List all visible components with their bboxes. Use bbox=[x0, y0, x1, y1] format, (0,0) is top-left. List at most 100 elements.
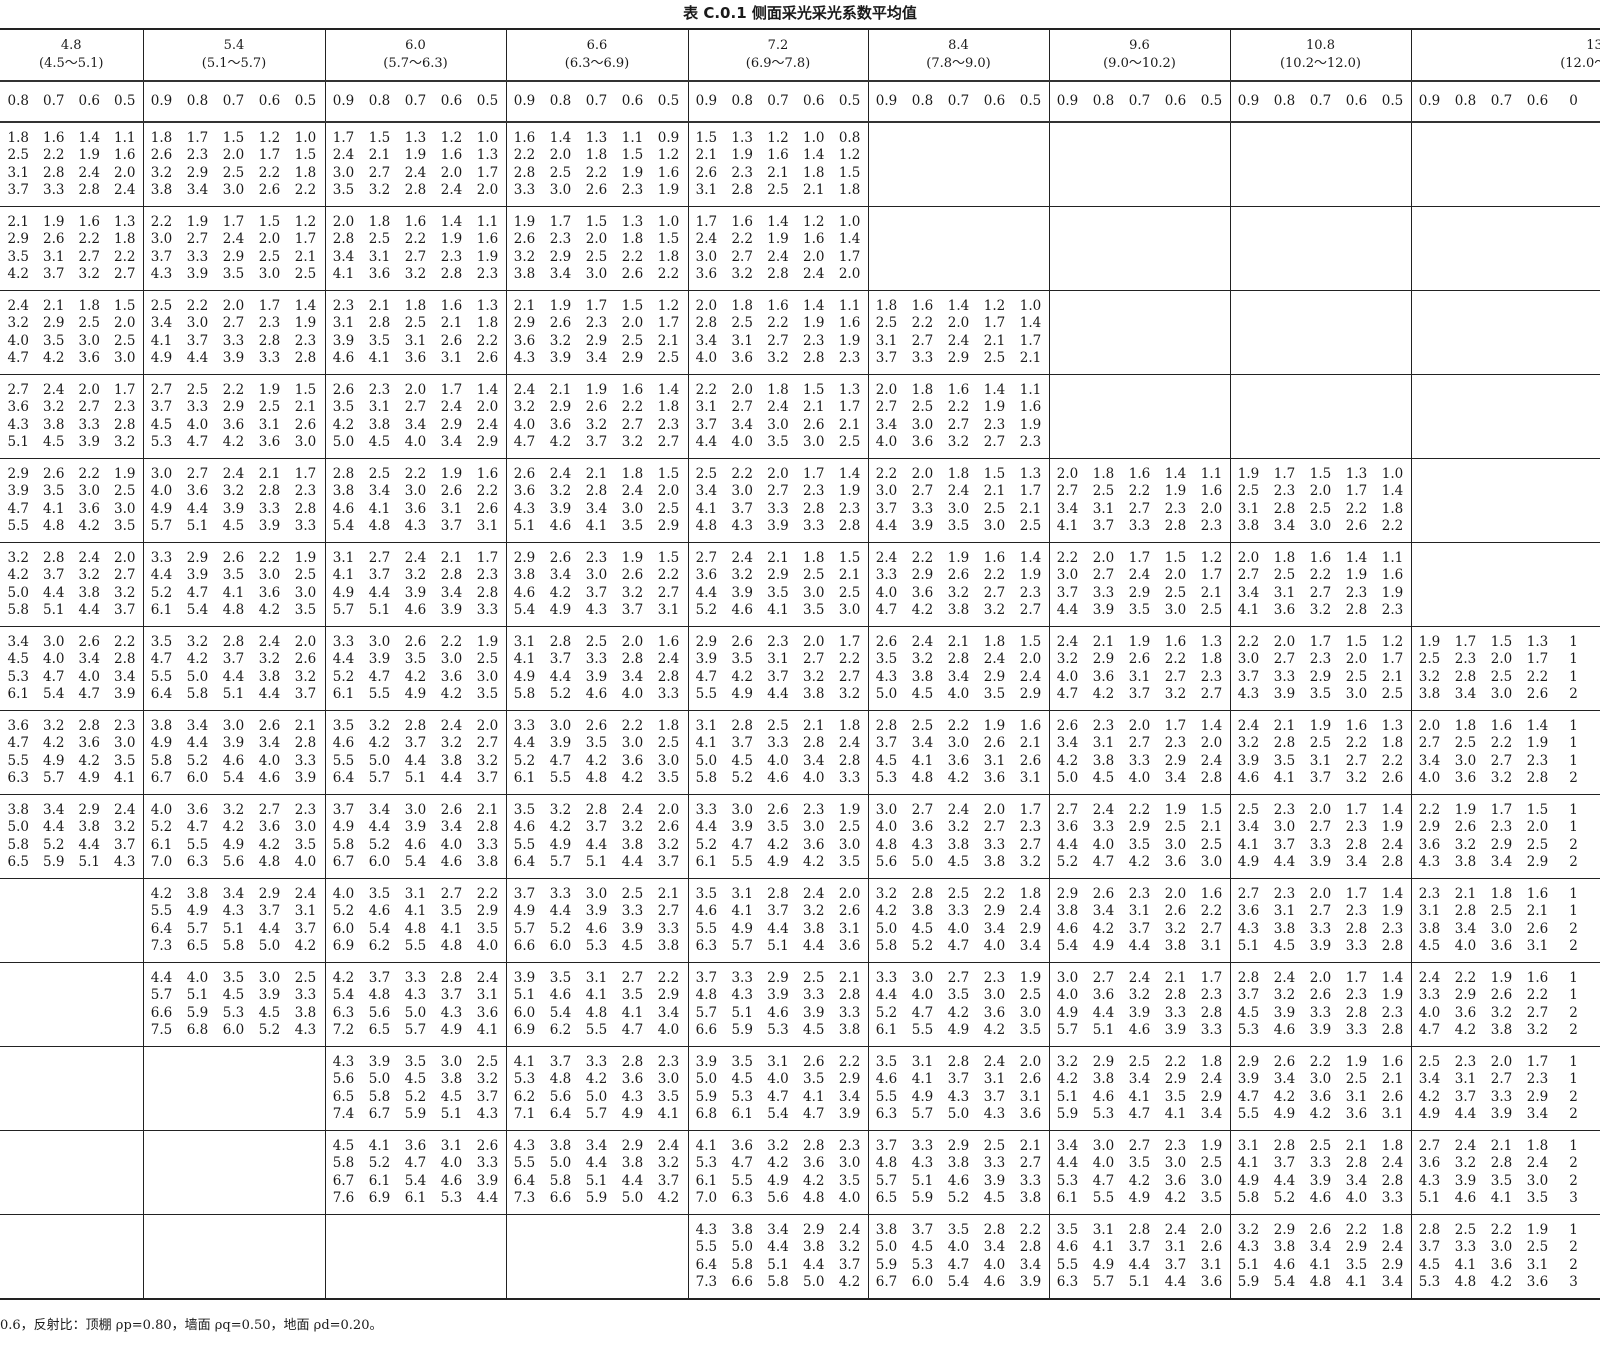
data-line: 4.4 4.0 3.5 3.0 2.5 bbox=[1050, 837, 1230, 855]
group-header-cell: 6.6 (6.3～6.9) bbox=[505, 28, 688, 82]
cell-value: 3.2 bbox=[803, 668, 825, 685]
data-cell: 4.2 3.8 3.4 2.9 2.4 5.5 4.9 4.3 3.7 3.1 6.4 5.7 5.1 4… bbox=[142, 878, 325, 963]
cell-value: 2.3 bbox=[1164, 1137, 1187, 1154]
data-cell: 3.7 3.3 3.0 2.5 2.1 4.9 4.4 3.9 3.3 2.7 5.7 5.2 4.6 3… bbox=[505, 878, 688, 963]
cell-value: 3.9 bbox=[1237, 1071, 1260, 1087]
cell-value: 4.0 bbox=[911, 987, 934, 1003]
data-cell: 2.5 2.3 2.0 1.7 1 3.4 3.1 2.7 2.3 1 4.2 3.7 3.3 2.9 2 4… bbox=[1410, 1046, 1600, 1131]
cell-value: 4.4 bbox=[1056, 1155, 1079, 1171]
cell-value: 3.2 bbox=[78, 266, 100, 282]
cell-value: 2.0 bbox=[1526, 819, 1549, 835]
cell-value: 2.4 bbox=[838, 735, 861, 751]
cell-value: 3.4 bbox=[1200, 1106, 1223, 1122]
cell-value: 2 bbox=[1569, 1106, 1578, 1122]
data-line: 4.1 3.7 3.2 2.8 2.3 bbox=[326, 567, 506, 585]
cell-value: 3.4 bbox=[1056, 500, 1079, 517]
cell-value: 2.3 bbox=[1019, 584, 1042, 601]
cell-value: 3.6 bbox=[1092, 668, 1115, 685]
cell-value: 3.4 bbox=[7, 633, 29, 650]
data-cell: 4.1 3.6 3.2 2.8 2.3 5.3 4.7 4.2 3.6 3.0 6.1 5.5 4.9 4… bbox=[687, 1130, 868, 1215]
data-line: 2.2 2.0 1.7 1.5 1.2 bbox=[1050, 550, 1230, 568]
cell-value: 3.0 bbox=[983, 518, 1006, 534]
cell-value: 4.1 bbox=[731, 903, 753, 919]
cell-value: 2.9 bbox=[1092, 1053, 1115, 1070]
cell-value: 6.0 bbox=[186, 770, 209, 786]
cell-value: 3.1 bbox=[258, 416, 281, 433]
cell-value: 2.2 bbox=[1128, 483, 1151, 499]
cell-value: 4.1 bbox=[911, 1071, 934, 1087]
cell-value: 5.2 bbox=[43, 836, 65, 853]
data-line: 6.9 6.2 5.5 4.8 4.0 bbox=[326, 938, 506, 956]
cell-value: 6.4 bbox=[150, 920, 173, 937]
cell-value: 4.4 bbox=[513, 735, 536, 751]
cell-value: 1.6 bbox=[1164, 633, 1187, 650]
cell-value: 3.0 bbox=[803, 819, 825, 835]
cell-value: 5.3 bbox=[1237, 1022, 1260, 1038]
cell-value: 3.2 bbox=[1309, 602, 1332, 618]
cell-value: 5.5 bbox=[1056, 1256, 1079, 1273]
cell-value: 4.9 bbox=[621, 1106, 644, 1122]
table-row-block: 4.3 3.9 3.5 3.0 2.5 5.6 5.0 4.5 3.8 3.2 6.5 5.8 5.2 4… bbox=[0, 1046, 1600, 1131]
data-line: 3.3 3.0 2.6 2.3 1.9 bbox=[689, 802, 868, 820]
cell-value: 5.2 bbox=[911, 938, 934, 954]
cell-value: 3.2 bbox=[1237, 735, 1260, 751]
data-line: 4.5 4.0 3.4 2.8 bbox=[0, 651, 143, 669]
cell-value: 4.4 bbox=[43, 584, 65, 601]
cell-value: 4.6 bbox=[767, 1004, 789, 1021]
cell-value: 2.9 bbox=[78, 801, 100, 818]
cell-value: 4.1 bbox=[695, 500, 718, 517]
cell-value: 4.5 bbox=[332, 1137, 355, 1154]
data-cell: 2.8 2.5 2.2 1.9 1.6 3.7 3.4 3.0 2.6 2.1 4.5 4.1 3.6 3… bbox=[867, 710, 1049, 795]
cell-value: 2.3 bbox=[803, 483, 825, 499]
cell-value: 2.0 bbox=[404, 381, 427, 398]
cell-value: 3.6 bbox=[1092, 987, 1115, 1003]
cell-value: 3.5 bbox=[1345, 1256, 1368, 1273]
cell-value: 2.6 bbox=[1526, 920, 1549, 937]
cell-value: 3.9 bbox=[368, 1053, 391, 1070]
cell-value: 3.0 bbox=[150, 465, 173, 482]
cell-value: 3.2 bbox=[767, 350, 789, 366]
cell-value: 4.6 bbox=[1056, 1239, 1079, 1255]
cell-value: 1.6 bbox=[838, 315, 861, 331]
cell-value: 3.0 bbox=[621, 500, 644, 517]
data-line: 3.8 3.4 2.9 2.4 bbox=[0, 802, 143, 820]
data-line: 6.3 5.7 4.9 4.1 bbox=[0, 770, 143, 788]
cell-value: 4.0 bbox=[186, 416, 209, 433]
cell-value: 5.2 bbox=[368, 836, 391, 853]
cell-value: 3.8 bbox=[440, 1071, 463, 1087]
cell-value: 2.7 bbox=[1309, 584, 1332, 601]
cell-value: 2.1 bbox=[1381, 1071, 1404, 1087]
cell-value: 2.3 bbox=[838, 500, 861, 517]
sub-header-cell: 0.9 0.8 0.7 0.6 0.5 bbox=[687, 81, 868, 123]
data-line: 1.7 1.6 1.4 1.2 1.0 bbox=[689, 214, 868, 232]
cell-value: 1.9 bbox=[1490, 969, 1513, 986]
cell-value: 4.3 bbox=[911, 1155, 934, 1171]
cell-value: 2.3 bbox=[1381, 602, 1404, 618]
cell-value: 3.2 bbox=[78, 567, 100, 583]
data-line: 4.6 4.1 3.7 3.2 2.6 bbox=[689, 903, 868, 921]
cell-value: 4.2 bbox=[549, 819, 572, 835]
data-line: 2.4 2.2 1.9 1.6 1.4 bbox=[689, 231, 868, 249]
cell-value: 7.6 bbox=[332, 1190, 355, 1206]
cell-value: 1.9 bbox=[1200, 1137, 1223, 1154]
data-line: 4.0 3.6 3.2 2.8 2.3 bbox=[689, 350, 868, 368]
cell-value: 2.5 bbox=[476, 1053, 499, 1070]
cell-value: 3.0 bbox=[114, 500, 136, 517]
cell-value: 3.6 bbox=[983, 770, 1006, 786]
cell-value: 1.8 bbox=[294, 164, 317, 181]
cell-value: 3.7 bbox=[186, 332, 209, 349]
data-line: 4.1 3.6 3.2 2.8 2.3 bbox=[1231, 602, 1411, 620]
cell-value: 3.0 bbox=[404, 801, 427, 818]
data-cell: 2.6 2.3 2.0 1.7 1.4 3.5 3.1 2.7 2.4 2.0 4.2 3.8 3.4 2… bbox=[324, 374, 506, 459]
cell-value: 3.7 bbox=[513, 885, 536, 902]
cell-value: 6.1 bbox=[332, 686, 355, 702]
cell-value: 5.5 bbox=[513, 836, 536, 853]
cell-value: 3.6 bbox=[1019, 1106, 1042, 1122]
cell-value: 3.8 bbox=[1237, 518, 1260, 534]
data-line: 4.2 3.8 3.3 2.9 2.4 bbox=[1050, 753, 1230, 771]
table-row-block: 2.4 2.1 1.8 1.5 3.2 2.9 2.5 2.0 4.0 3.5 3.0 2.5 4.7 4… bbox=[0, 290, 1600, 375]
cell-value: 4.9 bbox=[513, 903, 536, 919]
cell-value: 4.6 bbox=[258, 770, 281, 786]
cell-value: 2.6 bbox=[1309, 987, 1332, 1003]
cell-value: 3.5 bbox=[1164, 1088, 1187, 1105]
